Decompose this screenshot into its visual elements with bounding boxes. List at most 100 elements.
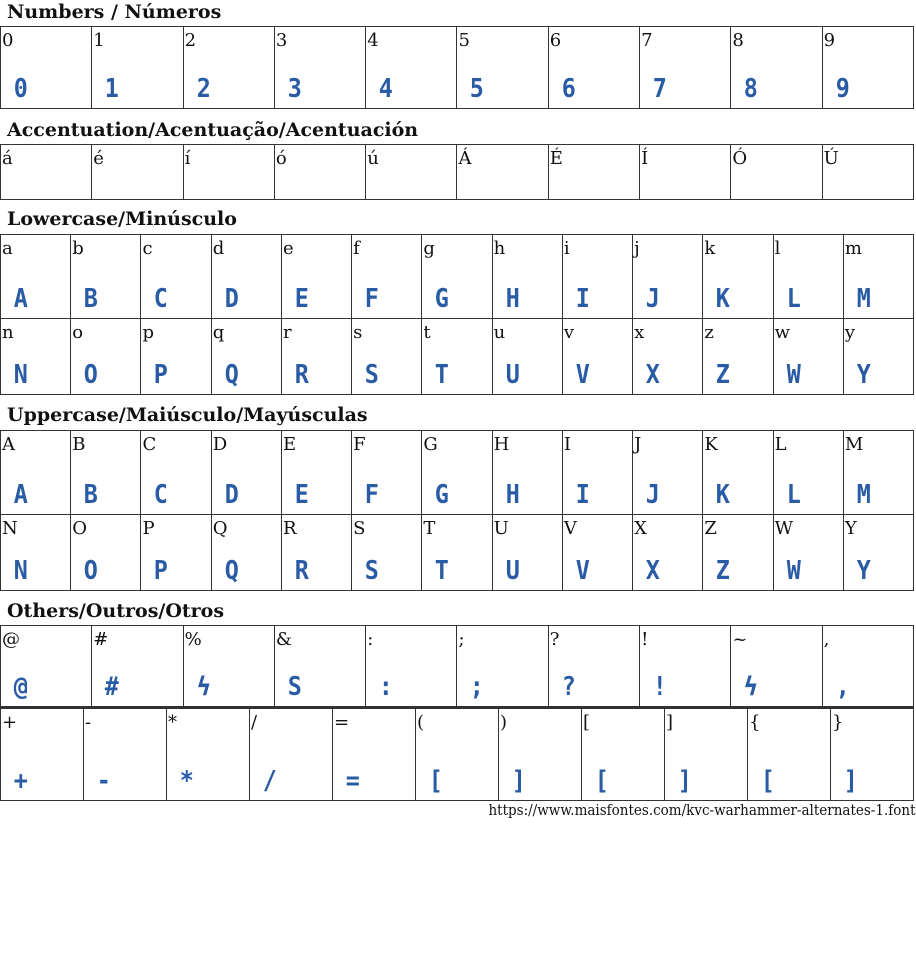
glyph-cell: ó [273,145,365,199]
font-glyph-sample: V [575,556,590,586]
character-label: Q [212,518,228,539]
character-label: i [563,238,570,259]
font-glyph-sample: T [435,556,450,586]
character-label: 5 [458,30,470,51]
character-label: g [423,238,435,259]
character-label: R [282,518,297,539]
font-glyph-sample: 2 [196,74,211,104]
character-label: T [423,518,436,539]
font-glyph-sample: 9 [835,74,850,104]
character-label: ; [458,629,465,650]
font-glyph-sample: T [435,360,450,390]
font-glyph-sample: F [364,284,380,314]
character-label: 0 [2,30,14,51]
character-label: Ó [732,148,748,169]
section-title-uppercase: Uppercase/Maiúsculo/Mayúsculas [7,404,368,426]
character-label: u [493,322,506,343]
character-label: Y [844,518,857,539]
font-glyph-sample: # [105,672,120,702]
font-glyph-sample: X [645,556,660,586]
font-glyph-sample: I [575,284,590,314]
font-glyph-sample: [ [594,766,609,796]
character-label: w [774,322,790,343]
font-glyph-sample: O [84,360,99,390]
font-glyph-sample: C [154,284,169,314]
character-label: c [142,238,153,259]
character-label: s [353,322,363,343]
font-glyph-sample: 4 [378,74,394,104]
font-glyph-sample: X [645,360,660,390]
character-label: x [634,322,645,343]
font-glyph-sample: ϟ [744,672,759,702]
glyph-cell: }] [830,709,913,800]
font-glyph-sample: P [154,556,169,586]
character-label: - [85,712,92,733]
character-label: B [72,434,86,455]
character-label: [ [583,712,591,733]
section-title-others: Others/Outros/Otros [7,600,225,622]
others-grid-row-2: + + - - * * / / = =([)][[]]{[}] [0,707,914,801]
font-glyph-sample: U [505,360,520,390]
character-label: ~ [732,629,748,650]
font-glyph-sample: , [835,672,850,702]
character-label: & [275,629,292,650]
character-label: N [2,518,18,539]
character-label: l [774,238,781,259]
character-label: F [353,434,366,455]
font-glyph-sample: K [716,284,731,314]
character-label: % [184,629,202,650]
font-glyph-sample: P [154,360,169,390]
character-label: # [93,629,109,650]
font-glyph-sample: ? [561,672,576,702]
font-glyph-sample: K [716,480,731,510]
character-label: / [251,712,258,733]
character-label: G [423,434,438,455]
character-label: ! [641,629,649,650]
glyph-cell: [[ [581,709,664,800]
character-label: í [184,148,191,169]
font-glyph-sample: G [435,480,450,510]
font-glyph-sample: V [575,360,590,390]
character-label: U [493,518,509,539]
font-glyph-sample: J [645,480,660,510]
character-label: Í [641,148,649,169]
glyph-cell: í [182,145,274,199]
character-label: 6 [549,30,562,51]
character-label: V [563,518,577,539]
font-glyph-sample: N [13,556,28,586]
font-glyph-sample: 7 [652,74,667,104]
section-title-lowercase: Lowercase/Minúsculo [7,208,237,230]
font-glyph-sample: + [13,766,28,796]
glyph-cell: Í [639,145,730,199]
character-label: S [353,518,366,539]
character-label: 7 [641,30,653,51]
character-label: M [844,434,864,455]
font-glyph-sample: J [645,284,660,314]
font-glyph-sample: D [224,480,239,510]
